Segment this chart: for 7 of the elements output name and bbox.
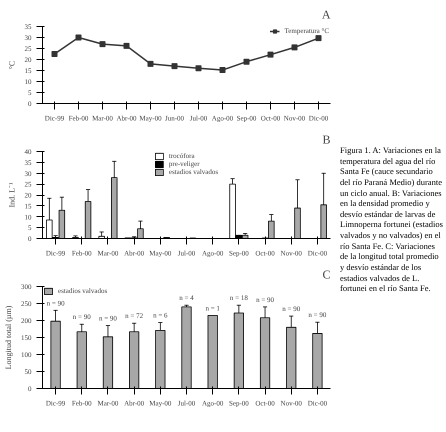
chart-title: A	[322, 8, 331, 22]
y-axis-title: Ind. L⁻¹	[8, 182, 16, 208]
text: Figura 1. A: Variaciones en la temperatura del agua del río Santa Fe (cauce secundario del río Paraná Medio) durante un ciclo anual. B: Variaciones en la densidad promedio y desvío estándar de larvas de Limnoperna fortunei (estadios valvados y no valvados) en el río Santa Fe. C: Variaciones de la longitud total promedio y desvío estándar de los estadios valvados de L. fortunei en el río Santa Fe.	[340, 145, 443, 294]
y-axis-title: °C	[8, 60, 16, 70]
chart-title: B	[322, 132, 331, 146]
chart-title: C	[322, 268, 331, 282]
y-axis-title: Longitud total (µm)	[4, 305, 13, 370]
